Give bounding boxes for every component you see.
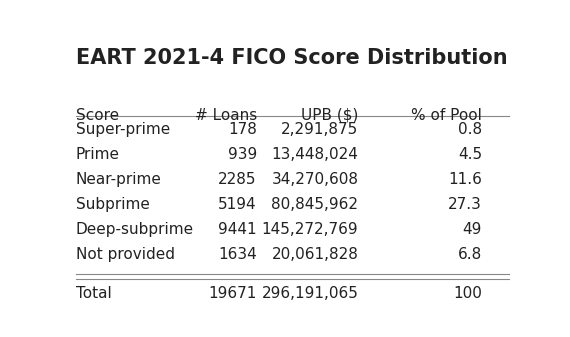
Text: Total: Total [76, 286, 111, 301]
Text: Subprime: Subprime [76, 197, 149, 212]
Text: % of Pool: % of Pool [411, 108, 482, 123]
Text: 145,272,769: 145,272,769 [262, 222, 359, 237]
Text: 6.8: 6.8 [458, 247, 482, 262]
Text: Near-prime: Near-prime [76, 172, 161, 187]
Text: 1634: 1634 [218, 247, 256, 262]
Text: 34,270,608: 34,270,608 [271, 172, 359, 187]
Text: # Loans: # Loans [194, 108, 256, 123]
Text: Prime: Prime [76, 147, 120, 162]
Text: 178: 178 [228, 122, 256, 137]
Text: 11.6: 11.6 [448, 172, 482, 187]
Text: 2,291,875: 2,291,875 [281, 122, 359, 137]
Text: 296,191,065: 296,191,065 [262, 286, 359, 301]
Text: Score: Score [76, 108, 119, 123]
Text: Not provided: Not provided [76, 247, 174, 262]
Text: 13,448,024: 13,448,024 [271, 147, 359, 162]
Text: UPB ($): UPB ($) [301, 108, 359, 123]
Text: 9441: 9441 [218, 222, 256, 237]
Text: 27.3: 27.3 [448, 197, 482, 212]
Text: 19671: 19671 [209, 286, 256, 301]
Text: Super-prime: Super-prime [76, 122, 170, 137]
Text: 939: 939 [227, 147, 256, 162]
Text: Deep-subprime: Deep-subprime [76, 222, 194, 237]
Text: 0.8: 0.8 [458, 122, 482, 137]
Text: 49: 49 [463, 222, 482, 237]
Text: EART 2021-4 FICO Score Distribution: EART 2021-4 FICO Score Distribution [76, 48, 507, 68]
Text: 100: 100 [453, 286, 482, 301]
Text: 5194: 5194 [218, 197, 256, 212]
Text: 2285: 2285 [218, 172, 256, 187]
Text: 20,061,828: 20,061,828 [271, 247, 359, 262]
Text: 80,845,962: 80,845,962 [271, 197, 359, 212]
Text: 4.5: 4.5 [458, 147, 482, 162]
